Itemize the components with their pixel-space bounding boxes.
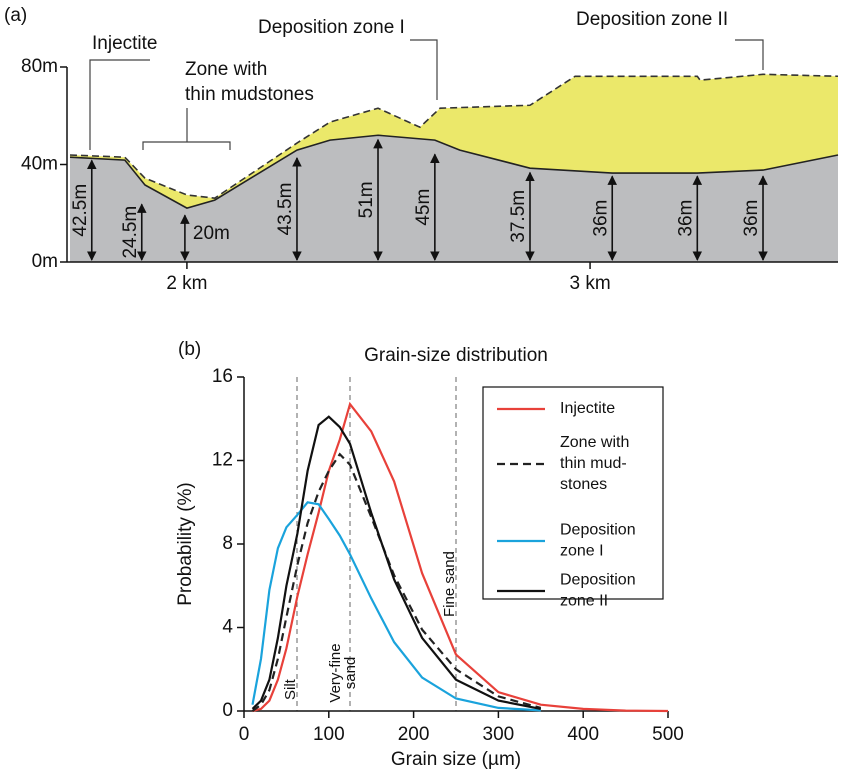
x-tick-label: 0	[239, 724, 250, 745]
legend-label: Deposition	[560, 572, 636, 589]
x-tick-label: 400	[567, 724, 599, 745]
series-line	[251, 452, 542, 712]
legend-label: thin mud-	[560, 455, 627, 472]
y-tick-label: 4	[222, 617, 233, 638]
x-tick-label: 3 km	[569, 273, 610, 294]
reference-label: Fine sand	[441, 551, 458, 617]
x-axis-label: Grain size (µm)	[391, 749, 521, 770]
annotation: Injectite	[92, 33, 157, 54]
x-tick-label: 100	[313, 724, 345, 745]
thickness-label: 37.5m	[508, 190, 529, 243]
thickness-label: 24.5m	[120, 206, 141, 259]
annotation: Deposition zone I	[258, 17, 405, 38]
thickness-label: 51m	[356, 181, 377, 218]
x-tick-label: 200	[398, 724, 430, 745]
leader-line	[410, 39, 438, 100]
y-tick-label: 80m	[21, 56, 58, 77]
legend-label: zone I	[560, 543, 604, 560]
legend-label: stones	[560, 476, 607, 493]
legend-label: Injectite	[560, 400, 615, 417]
thickness-label: 36m	[675, 200, 696, 237]
y-tick-label: 16	[212, 366, 233, 387]
series-line	[252, 401, 669, 713]
x-tick-label: 500	[652, 724, 684, 745]
thickness-label: 45m	[413, 189, 434, 226]
ground-fill	[70, 135, 838, 262]
y-tick-label: 12	[212, 450, 233, 471]
panel-label: (b)	[178, 339, 201, 360]
thickness-label: 36m	[741, 200, 762, 237]
y-tick-label: 0	[222, 700, 233, 721]
reference-label: Very-fine	[327, 643, 344, 702]
y-axis-label: Probability (%)	[175, 482, 196, 606]
legend-label: Deposition	[560, 522, 636, 539]
thickness-label: 20m	[193, 223, 230, 244]
thickness-label: 43.5m	[275, 183, 296, 236]
ground-surface	[69, 134, 839, 209]
deposit-fill	[70, 74, 838, 209]
legend-label: Zone with	[560, 434, 629, 451]
reference-label: Silt	[282, 678, 299, 700]
thickness-label: 42.5m	[70, 184, 91, 237]
panel-label: (a)	[4, 5, 27, 26]
legend-box	[482, 386, 664, 600]
thickness-label: 36m	[590, 200, 611, 237]
deposit-top	[69, 73, 839, 199]
legend-label: zone II	[560, 593, 608, 610]
leader-line	[89, 59, 150, 150]
chart-title: Grain-size distribution	[364, 345, 548, 366]
x-tick-label: 2 km	[166, 273, 207, 294]
y-tick-label: 0m	[32, 251, 58, 272]
reference-label: sand	[342, 657, 359, 690]
annotation: thin mudstones	[185, 84, 314, 105]
annotation: Zone with	[185, 59, 267, 80]
series-line	[251, 415, 542, 710]
y-tick-label: 40m	[21, 154, 58, 175]
x-tick-label: 300	[483, 724, 515, 745]
leader-line	[142, 108, 231, 150]
annotation: Deposition zone II	[576, 9, 728, 30]
series-line	[251, 501, 541, 712]
leader-line	[735, 39, 764, 70]
y-tick-label: 8	[222, 533, 233, 554]
